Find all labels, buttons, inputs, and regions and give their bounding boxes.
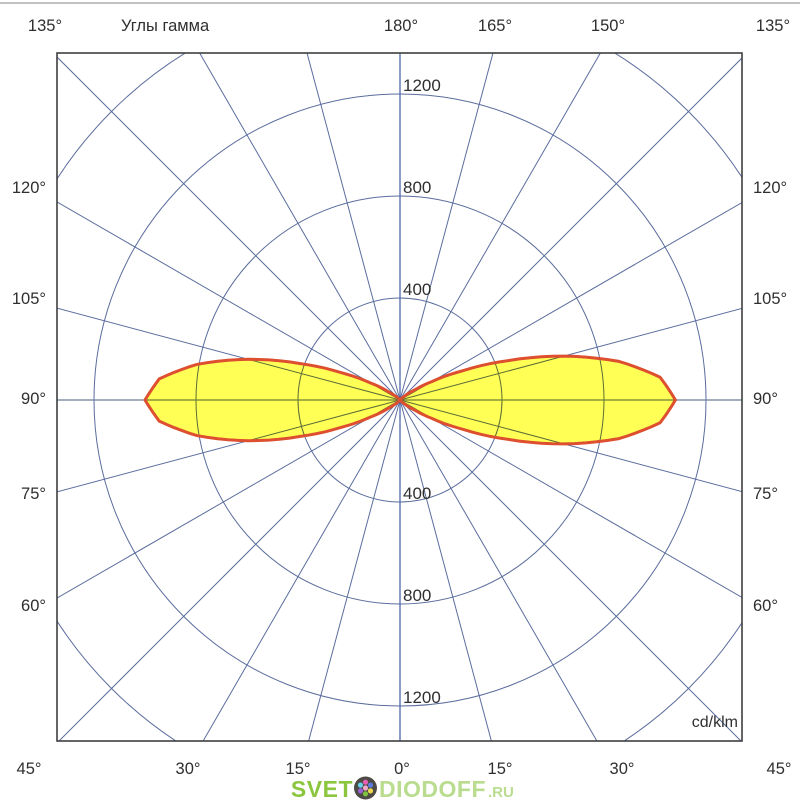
radial-tick-400-lower: 400 bbox=[403, 484, 431, 503]
gamma-label-top-2: 165° bbox=[478, 17, 512, 35]
plot-frame bbox=[56, 52, 743, 742]
gamma-label-right-1: 105° bbox=[753, 290, 787, 308]
gamma-label-right-3: 75° bbox=[753, 485, 778, 503]
gamma-label-top-4: 135° bbox=[756, 17, 790, 35]
gamma-label-bottom-2: 15° bbox=[286, 760, 311, 778]
gamma-label-left-0: 120° bbox=[12, 179, 46, 197]
grid-ray-345 bbox=[308, 399, 401, 741]
watermark-led-dot-2 bbox=[367, 788, 374, 794]
grid-ray-225 bbox=[57, 56, 401, 401]
gamma-label-top-1: 180° bbox=[384, 17, 418, 35]
watermark-led-dot-0 bbox=[362, 779, 369, 785]
grid-ray-195 bbox=[306, 53, 401, 401]
gamma-label-bottom-1: 30° bbox=[176, 760, 201, 778]
unit-label: cd/klm bbox=[692, 714, 738, 731]
grid-ray-45 bbox=[399, 399, 742, 741]
watermark-text-svet: SVET bbox=[291, 776, 353, 800]
intensity-curve-fill bbox=[145, 356, 676, 444]
grid-ray-210 bbox=[199, 53, 401, 401]
chart-title: Углы гамма bbox=[121, 17, 210, 35]
grid-ray-60 bbox=[399, 399, 742, 599]
grid-ray-150 bbox=[399, 53, 601, 401]
radial-tick-800-lower: 800 bbox=[403, 586, 431, 605]
gamma-label-bottom-5: 30° bbox=[610, 760, 635, 778]
gamma-label-left-1: 105° bbox=[12, 290, 46, 308]
gamma-label-right-0: 120° bbox=[753, 179, 787, 197]
grid-ray-330 bbox=[202, 399, 401, 741]
grid-ray-165 bbox=[399, 53, 494, 401]
watermark-led-dot-5 bbox=[357, 782, 364, 788]
watermark-led-dot-4 bbox=[357, 788, 364, 794]
gamma-label-bottom-0: 45° bbox=[17, 760, 42, 778]
grid-ray-135 bbox=[399, 57, 742, 401]
radial-tick-1200-lower: 1200 bbox=[403, 688, 441, 707]
gamma-label-top-0: 135° bbox=[28, 17, 62, 35]
gamma-label-right-4: 60° bbox=[753, 597, 778, 615]
watermark-led-dot-6 bbox=[362, 785, 369, 791]
gamma-label-bottom-3: 0° bbox=[394, 760, 410, 778]
gamma-label-right-2: 90° bbox=[753, 390, 778, 408]
grid-ray-15 bbox=[399, 399, 492, 741]
radial-tick-1200-upper: 1200 bbox=[403, 76, 441, 95]
grid-ray-300 bbox=[57, 399, 401, 599]
radial-tick-400-upper: 400 bbox=[403, 280, 431, 299]
gamma-label-top-3: 150° bbox=[591, 17, 625, 35]
grid-ray-120 bbox=[399, 201, 742, 401]
gamma-label-left-4: 60° bbox=[21, 597, 46, 615]
intensity-curve-outline bbox=[143, 354, 677, 446]
grid-ray-30 bbox=[399, 399, 598, 741]
gamma-label-left-3: 75° bbox=[21, 485, 46, 503]
grid-ray-315 bbox=[58, 399, 401, 741]
gamma-label-bottom-4: 15° bbox=[488, 760, 513, 778]
grid-ray-240 bbox=[57, 201, 401, 401]
radial-tick-800-upper: 800 bbox=[403, 178, 431, 197]
gamma-label-bottom-6: 45° bbox=[767, 760, 792, 778]
watermark-led-dot-3 bbox=[362, 791, 369, 797]
gamma-label-left-2: 90° bbox=[21, 390, 46, 408]
watermark-text-ru: .RU bbox=[488, 784, 514, 800]
watermark-led-dot-1 bbox=[367, 782, 374, 788]
watermark-text-diodoff: DIODOFF bbox=[379, 776, 486, 800]
